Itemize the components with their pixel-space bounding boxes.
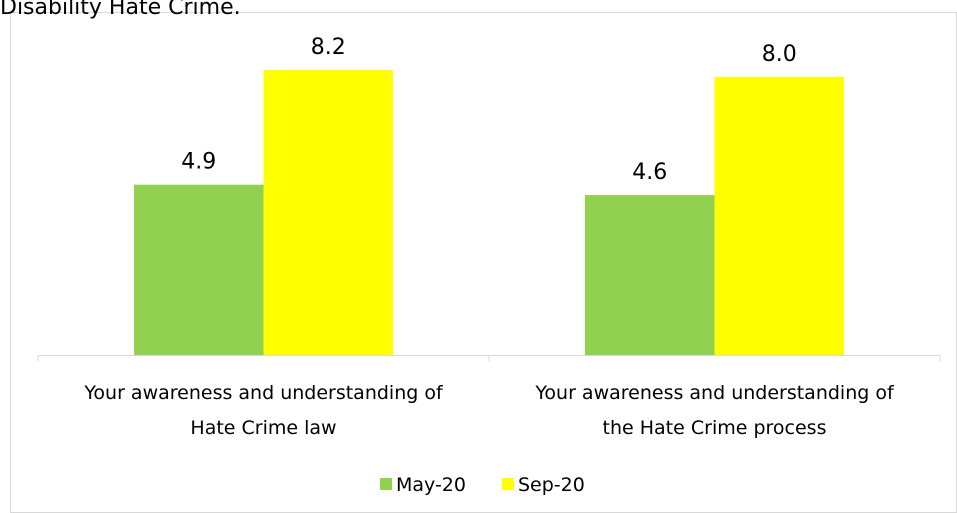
x-tick-label: the Hate Crime process	[603, 417, 827, 439]
data-label: 4.9	[181, 150, 216, 175]
x-tick-label: Your awareness and understanding of	[83, 382, 444, 404]
legend-swatch	[502, 478, 514, 490]
bar	[585, 195, 715, 355]
data-label: 4.6	[632, 160, 667, 185]
legend-label: May-20	[396, 474, 466, 496]
bar	[263, 69, 393, 355]
bar	[134, 184, 264, 355]
legend-swatch	[380, 478, 392, 490]
x-tick-label: Hate Crime law	[190, 417, 336, 439]
data-label: 8.2	[311, 35, 346, 60]
chart-title: Disability Hate Crime.	[0, 0, 241, 20]
data-label: 8.0	[762, 42, 797, 67]
legend-label: Sep-20	[518, 474, 585, 496]
x-tick-label: Your awareness and understanding of	[534, 382, 895, 404]
bar	[714, 76, 844, 356]
